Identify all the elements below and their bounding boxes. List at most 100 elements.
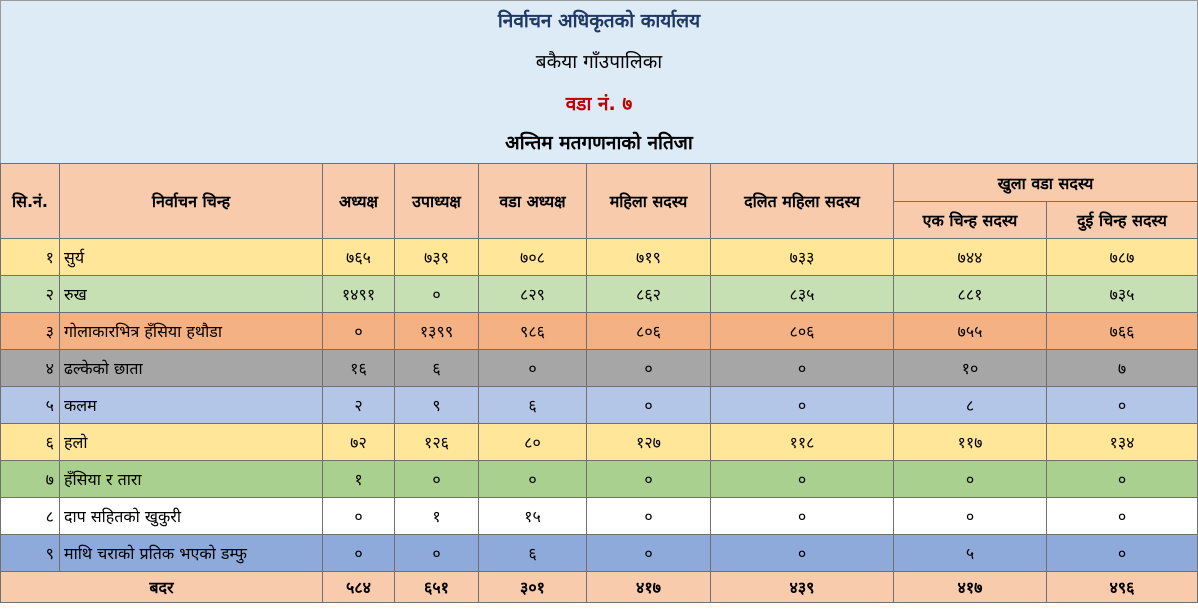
cell-one-symbol: १० <box>893 349 1047 387</box>
cell-two-symbol: ० <box>1045 460 1198 498</box>
row-sn: ३ <box>0 312 60 350</box>
cell-one-symbol: ८ <box>893 386 1047 424</box>
row-sn: ७ <box>0 460 60 498</box>
col-header-dalit-woman-member: दलित महिला सदस्य <box>710 163 894 239</box>
cell-chair: १४९१ <box>322 275 395 313</box>
cell-ward-chair: ७०८ <box>478 238 587 276</box>
col-header-chair: अध्यक्ष <box>322 163 395 239</box>
subheader-row: एक चिन्ह सदस्य दुई चिन्ह सदस्य <box>1 201 1198 239</box>
cell-two-symbol: ० <box>1045 534 1198 572</box>
cell-chair: ७२ <box>322 423 395 461</box>
header-row: सि.नं. निर्वाचन चिन्ह अध्यक्ष उपाध्यक्ष … <box>0 163 1198 239</box>
cell-ward-chair: ६ <box>478 534 587 572</box>
cell-two-symbol: ० <box>1045 497 1198 535</box>
cell-vice-chair: ७३९ <box>394 238 479 276</box>
col-header-open-ward-member: खुला वडा सदस्य <box>892 163 1198 202</box>
cell-dalit-woman-member: ० <box>710 534 894 572</box>
cell-chair: १ <box>322 460 395 498</box>
col-header-woman-member: महिला सदस्य <box>586 163 711 239</box>
total-two-symbol: ४९६ <box>1045 571 1198 603</box>
cell-chair: ७६५ <box>322 238 395 276</box>
table-row: ६ हलो ७२ १२६ ८० १२७ ११८ ११७ १३४ <box>0 423 1198 461</box>
row-party: दाप सहितको खुकुरी <box>59 497 323 535</box>
cell-ward-chair: ० <box>478 349 587 387</box>
cell-vice-chair: १३९९ <box>394 312 479 350</box>
cell-vice-chair: १ <box>394 497 479 535</box>
cell-vice-chair: ६ <box>394 349 479 387</box>
cell-vice-chair: ० <box>394 275 479 313</box>
cell-woman-member: ० <box>586 534 711 572</box>
cell-one-symbol: ११७ <box>893 423 1047 461</box>
cell-two-symbol: १३४ <box>1045 423 1198 461</box>
cell-dalit-woman-member: ८०६ <box>710 312 894 350</box>
col-header-two-symbol: दुई चिन्ह सदस्य <box>1045 201 1198 239</box>
municipality-name: बकैया गाँउपालिका <box>535 51 663 73</box>
cell-woman-member: ८६२ <box>586 275 711 313</box>
total-chair: ५८४ <box>322 571 395 603</box>
cell-ward-chair: ९८६ <box>478 312 587 350</box>
col-header-ward-chair: वडा अध्यक्ष <box>478 163 587 239</box>
row-sn: ५ <box>0 386 60 424</box>
cell-ward-chair: ८० <box>478 423 587 461</box>
result-title: अन्तिम मतगणनाको नतिजा <box>505 132 693 154</box>
cell-vice-chair: ० <box>394 460 479 498</box>
table-row: ४ ढल्केको छाता १६ ६ ० ० ० १० ७ <box>0 349 1198 387</box>
cell-woman-member: ८०६ <box>586 312 711 350</box>
sheet-header: निर्वाचन अधिकृतको कार्यालय बकैया गाँउपाल… <box>0 0 1198 164</box>
cell-woman-member: ७१९ <box>586 238 711 276</box>
cell-dalit-woman-member: ११८ <box>710 423 894 461</box>
row-sn: ६ <box>0 423 60 461</box>
cell-woman-member: ० <box>586 497 711 535</box>
cell-ward-chair: ६ <box>478 386 587 424</box>
cell-dalit-woman-member: ० <box>710 349 894 387</box>
total-ward-chair: ३०१ <box>478 571 587 603</box>
invalid-votes-row: बदर ५८४ ६५१ ३०१ ४१७ ४३९ ४१७ ४९६ <box>0 571 1198 603</box>
col-header-sn: सि.नं. <box>0 163 60 239</box>
cell-two-symbol: ७६६ <box>1045 312 1198 350</box>
cell-one-symbol: ७४४ <box>893 238 1047 276</box>
results-table: सि.नं. निर्वाचन चिन्ह अध्यक्ष उपाध्यक्ष … <box>0 163 1198 603</box>
total-woman-member: ४१७ <box>586 571 711 603</box>
cell-chair: ० <box>322 312 395 350</box>
row-sn: ८ <box>0 497 60 535</box>
cell-chair: २ <box>322 386 395 424</box>
total-dalit-woman-member: ४३९ <box>710 571 894 603</box>
row-party: ढल्केको छाता <box>59 349 323 387</box>
col-header-one-symbol: एक चिन्ह सदस्य <box>893 201 1047 239</box>
cell-vice-chair: ९ <box>394 386 479 424</box>
table-row: ७ हँसिया र तारा १ ० ० ० ० ० ० <box>0 460 1198 498</box>
col-header-vice-chair: उपाध्यक्ष <box>394 163 479 239</box>
table-row: १ सुर्य ७६५ ७३९ ७०८ ७१९ ७३३ ७४४ ७८७ <box>0 238 1198 276</box>
cell-ward-chair: ० <box>478 460 587 498</box>
table-row: ५ कलम २ ९ ६ ० ० ८ ० <box>0 386 1198 424</box>
row-party: कलम <box>59 386 323 424</box>
cell-dalit-woman-member: ० <box>710 386 894 424</box>
row-party: गोलाकारभित्र हँसिया हथौडा <box>59 312 323 350</box>
table-row: ९ माथि चराको प्रतिक भएको डम्फु ० ० ६ ० ०… <box>0 534 1198 572</box>
cell-dalit-woman-member: ७३३ <box>710 238 894 276</box>
cell-woman-member: ० <box>586 349 711 387</box>
cell-ward-chair: १५ <box>478 497 587 535</box>
cell-chair: ० <box>322 497 395 535</box>
cell-two-symbol: ७८७ <box>1045 238 1198 276</box>
cell-two-symbol: ० <box>1045 386 1198 424</box>
cell-woman-member: ० <box>586 386 711 424</box>
cell-one-symbol: ० <box>893 460 1047 498</box>
table-row: २ रुख १४९१ ० ८२९ ८६२ ८३५ ८८१ ७३५ <box>0 275 1198 313</box>
row-sn: ९ <box>0 534 60 572</box>
cell-woman-member: १२७ <box>586 423 711 461</box>
cell-dalit-woman-member: ० <box>710 497 894 535</box>
cell-one-symbol: ० <box>893 497 1047 535</box>
cell-vice-chair: १२६ <box>394 423 479 461</box>
total-vice-chair: ६५१ <box>394 571 479 603</box>
col-header-symbol: निर्वाचन चिन्ह <box>59 163 323 239</box>
table-row: ८ दाप सहितको खुकुरी ० १ १५ ० ० ० ० <box>0 497 1198 535</box>
cell-dalit-woman-member: ८३५ <box>710 275 894 313</box>
total-one-symbol: ४१७ <box>893 571 1047 603</box>
cell-one-symbol: ५ <box>893 534 1047 572</box>
row-party: सुर्य <box>59 238 323 276</box>
row-sn: ४ <box>0 349 60 387</box>
cell-chair: १६ <box>322 349 395 387</box>
invalid-votes-label: बदर <box>0 571 323 603</box>
